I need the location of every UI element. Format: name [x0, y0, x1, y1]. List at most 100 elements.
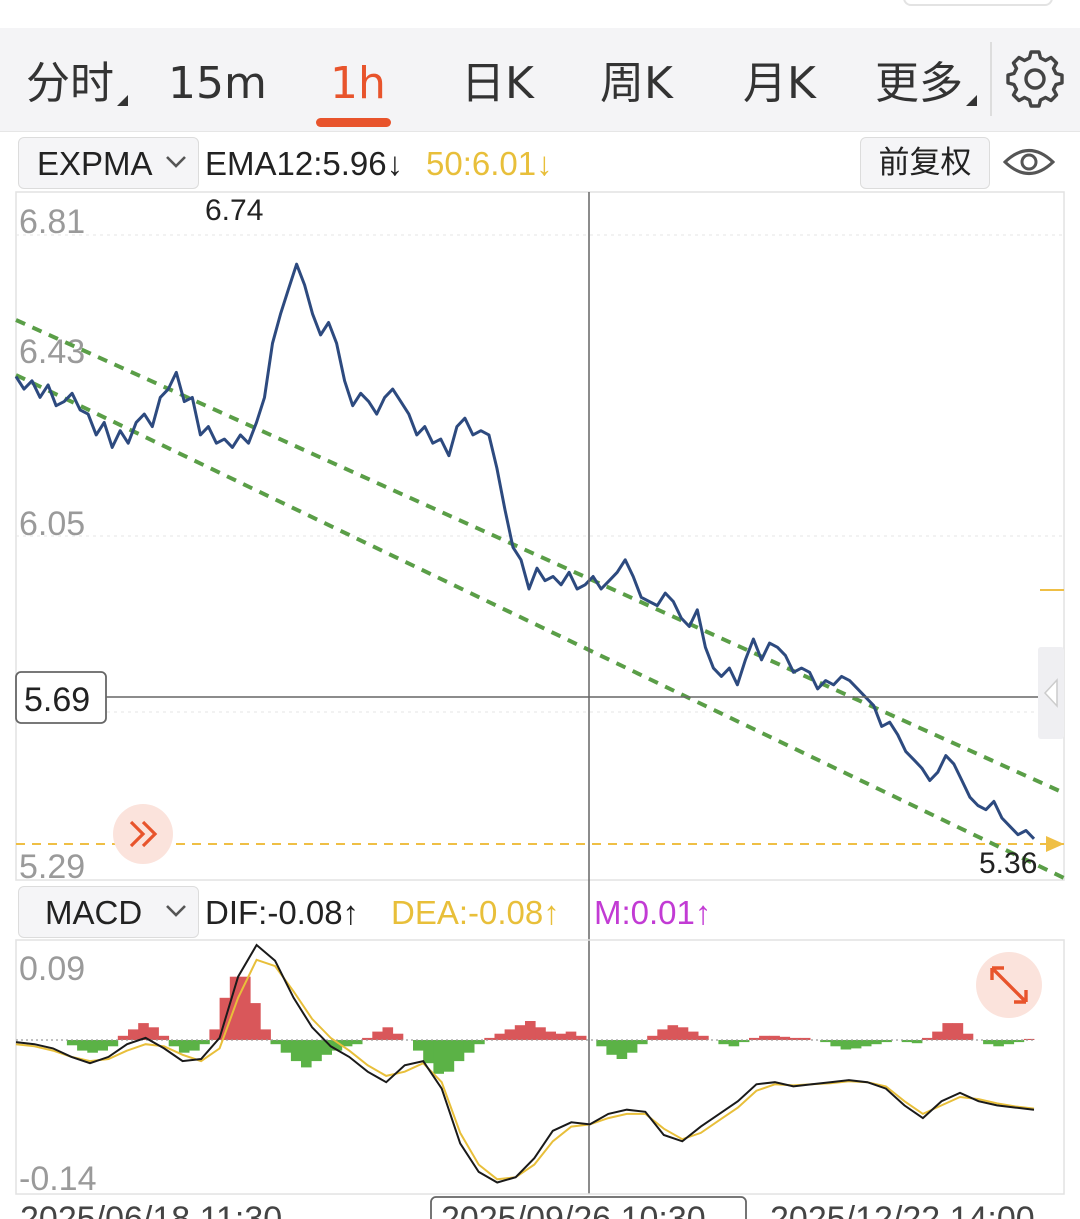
tab-fenshi[interactable]: 分时 [26, 58, 114, 109]
macd-bar [260, 1029, 271, 1040]
trend-line-upper [15, 318, 1065, 795]
macd-bar [1003, 1040, 1015, 1045]
macd-bar [942, 1023, 953, 1040]
y-tick-label: 6.81 [19, 203, 85, 241]
macd-bar [250, 1003, 261, 1040]
macd-bar [372, 1031, 383, 1040]
chevron-left-icon[interactable] [1038, 647, 1064, 739]
macd-bar [351, 1040, 363, 1045]
macd-bar [301, 1040, 312, 1068]
macd-dea-value: DEA:-0.08↑ [391, 894, 560, 931]
macd-bar [728, 1040, 740, 1047]
macd-bar [1013, 1040, 1025, 1043]
sub-indicator-name: MACD [45, 894, 143, 931]
macd-bar [117, 1035, 129, 1040]
macd-bar [189, 1040, 200, 1051]
macd-bar [97, 1040, 108, 1051]
macd-bar [922, 1037, 933, 1040]
tab-15m[interactable]: 15m [168, 58, 267, 109]
macd-bar [382, 1027, 394, 1040]
macd-bar [606, 1040, 617, 1055]
macd-bar [138, 1023, 149, 1040]
tab-week-k[interactable]: 周K [600, 58, 673, 109]
tab-month-k[interactable]: 月K [743, 58, 816, 109]
trend-line-lower [15, 373, 1065, 880]
macd-bar [677, 1027, 689, 1040]
macd-dea-line [15, 958, 1035, 1181]
macd-bar [494, 1033, 506, 1040]
sub-indicator-select[interactable]: MACD [18, 886, 199, 938]
macd-bar [535, 1027, 546, 1040]
macd-bar [87, 1040, 98, 1053]
macd-bar [901, 1040, 913, 1043]
main-gridlines [16, 234, 1064, 713]
adjust-button[interactable]: 前复权 [860, 137, 990, 189]
macd-m-value: M:0.01↑ [594, 894, 712, 931]
tab-1h[interactable]: 1h [330, 58, 386, 109]
y-tick-label: 6.43 [19, 333, 85, 371]
macd-bar [759, 1035, 770, 1040]
macd-bar [240, 976, 251, 1040]
expand-arrows-icon[interactable] [976, 952, 1042, 1018]
macd-bar [840, 1040, 852, 1050]
macd-bar [932, 1031, 943, 1040]
macd-bar [687, 1031, 699, 1040]
crosshair-price-box [15, 671, 107, 724]
macd-bar [66, 1040, 78, 1046]
macd-y-tick-label: 0.09 [19, 950, 85, 988]
tab-day-k[interactable]: 日K [461, 58, 534, 109]
macd-bar [799, 1037, 811, 1040]
crosshair-price-label: 5.69 [24, 681, 90, 719]
y-tick-label: 6.05 [19, 505, 85, 543]
macd-bar [1023, 1038, 1035, 1040]
macd-bar [637, 1040, 648, 1045]
macd-bar [341, 1040, 353, 1047]
macd-bar [993, 1040, 1004, 1047]
macd-bar [830, 1040, 841, 1047]
chevron-down-icon [166, 905, 186, 917]
tab-more[interactable]: 更多 [875, 58, 963, 109]
macd-bar [789, 1037, 801, 1040]
macd-y-tick-label: -0.14 [19, 1160, 97, 1198]
macd-bar [738, 1040, 750, 1043]
eye-icon[interactable] [1003, 145, 1055, 179]
macd-bar [209, 1029, 220, 1040]
macd-bar [749, 1037, 760, 1040]
macd-bar [779, 1036, 791, 1040]
macd-bar [514, 1025, 526, 1040]
macd-bar [871, 1040, 882, 1045]
tab-more-menu-icon [966, 95, 977, 106]
macd-bar [423, 1040, 434, 1064]
macd-bar [698, 1035, 709, 1040]
macd-bar [555, 1033, 567, 1040]
macd-bar [504, 1029, 516, 1040]
macd-bar [596, 1040, 607, 1047]
macd-bar [860, 1040, 872, 1047]
macd-bar [443, 1040, 455, 1072]
macd-bar [565, 1031, 577, 1040]
status-strip [0, 0, 1080, 28]
double-chevron-right-icon[interactable] [113, 804, 173, 864]
macd-dif-line [15, 943, 1035, 1184]
ema50-value: 50:6.01↓ [426, 145, 553, 182]
macd-bar [178, 1040, 190, 1053]
period-tabbar: 分时 15m 1h 日K 周K 月K 更多 [0, 28, 1080, 132]
tab-fenshi-menu-icon [117, 95, 128, 106]
macd-bar [392, 1033, 404, 1040]
macd-bar [199, 1040, 210, 1045]
macd-bar [616, 1040, 628, 1059]
macd-bar [474, 1040, 485, 1045]
low-price-label: 5.36 [979, 847, 1037, 880]
active-tab-indicator [316, 118, 391, 127]
macd-dif-value: DIF:-0.08↑ [205, 894, 360, 931]
sub-indicator-row: MACD DIF:-0.08↑ DEA:-0.08↑ M:0.01↑ [0, 884, 1080, 940]
macd-bar [128, 1029, 139, 1040]
macd-histogram [66, 976, 1035, 1074]
gear-icon[interactable] [1006, 50, 1064, 108]
main-indicator-select[interactable]: EXPMA [18, 137, 199, 189]
macd-bar [311, 1040, 322, 1062]
crosshair-time-box [430, 1196, 747, 1219]
macd-bar [667, 1025, 679, 1040]
macd-bar [77, 1040, 88, 1051]
